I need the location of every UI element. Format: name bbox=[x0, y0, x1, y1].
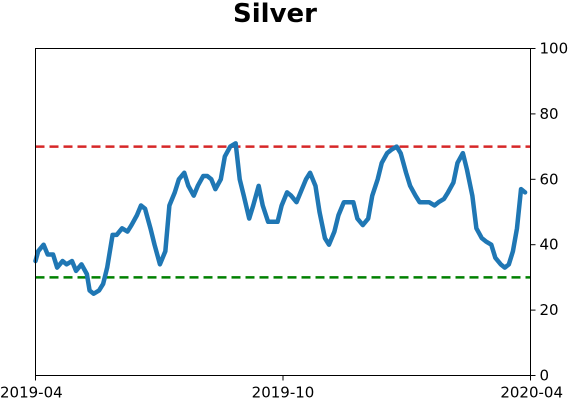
y-tick-label: 60 bbox=[540, 170, 559, 188]
y-tick-label: 40 bbox=[540, 236, 559, 254]
y-axis: 0 20 40 60 80 100 bbox=[530, 40, 569, 385]
x-tick-label: 2019-10 bbox=[252, 384, 315, 402]
y-tick-label: 100 bbox=[540, 40, 569, 58]
x-axis: 2019-04 2019-10 2020-04 bbox=[0, 375, 563, 402]
y-tick-label: 80 bbox=[540, 105, 559, 123]
chart-title: Silver bbox=[233, 0, 317, 29]
y-tick-label: 20 bbox=[540, 301, 559, 319]
plot-area bbox=[33, 48, 531, 376]
x-tick-label: 2020-04 bbox=[500, 384, 563, 402]
y-tick-label: 0 bbox=[540, 367, 550, 385]
x-tick-label: 2019-04 bbox=[0, 384, 63, 402]
series-line bbox=[33, 141, 528, 296]
reference-lines bbox=[35, 145, 531, 279]
plot-frame bbox=[35, 48, 531, 376]
